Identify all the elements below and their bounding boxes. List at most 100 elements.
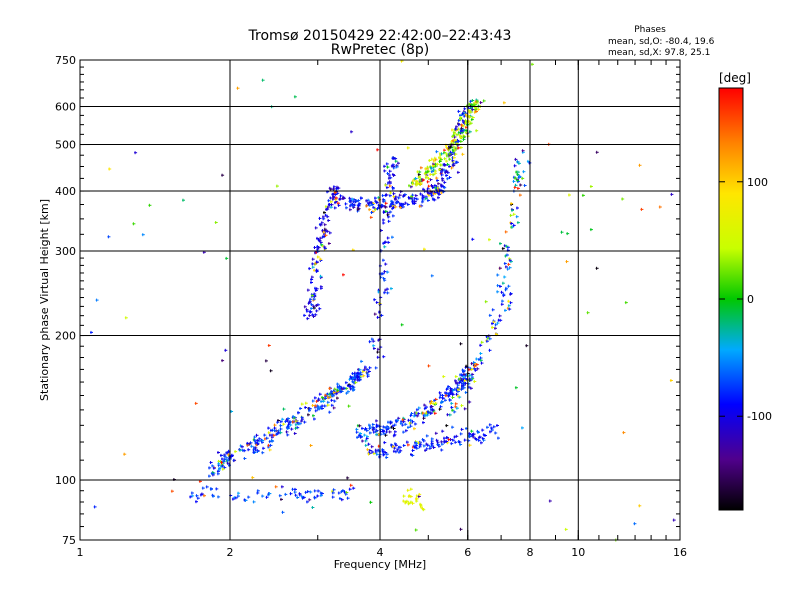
y-tick-label: 600	[55, 101, 76, 114]
data-point	[503, 101, 505, 105]
data-point	[463, 377, 465, 381]
data-point	[404, 422, 406, 426]
data-point	[509, 221, 511, 225]
data-point	[189, 495, 191, 499]
data-point	[391, 156, 393, 160]
data-point	[451, 408, 453, 412]
data-point	[475, 129, 477, 133]
data-point	[215, 221, 217, 224]
data-point	[463, 114, 465, 118]
data-point	[444, 170, 446, 174]
data-point	[639, 163, 640, 167]
y-axis-ticks: 75 100 200 300 400 500 600 750	[55, 54, 680, 547]
data-point	[485, 300, 487, 304]
data-point	[296, 421, 298, 425]
data-point	[318, 307, 320, 311]
data-point	[308, 301, 310, 305]
data-point	[412, 501, 413, 505]
data-point	[301, 495, 303, 499]
data-point	[227, 461, 229, 465]
data-point	[428, 159, 430, 162]
data-point	[377, 347, 379, 351]
data-point	[496, 273, 498, 277]
data-point	[375, 429, 377, 433]
data-point	[425, 442, 427, 446]
data-point	[455, 160, 457, 164]
data-point	[428, 364, 429, 368]
data-point	[393, 195, 395, 198]
data-point	[394, 442, 396, 446]
data-point	[286, 430, 287, 434]
data-point	[96, 298, 98, 302]
data-point	[425, 170, 427, 174]
data-point	[416, 408, 418, 412]
data-point	[436, 442, 438, 446]
data-point	[247, 495, 249, 499]
data-point	[314, 404, 316, 408]
data-point	[123, 452, 125, 456]
data-point	[427, 443, 429, 447]
data-point	[420, 505, 422, 509]
data-point	[313, 268, 315, 272]
data-point	[445, 169, 447, 173]
data-point	[425, 405, 427, 409]
data-point	[394, 430, 396, 434]
data-point	[320, 243, 322, 247]
data-point	[303, 420, 305, 424]
data-point	[455, 147, 457, 151]
data-point	[509, 266, 511, 270]
data-point	[363, 433, 365, 437]
stats-o-line: mean, sd,O: -80.4, 19.6	[608, 37, 715, 47]
data-point	[425, 411, 427, 415]
data-point	[440, 183, 442, 187]
data-point	[261, 451, 263, 455]
data-point	[466, 378, 468, 382]
data-point	[316, 236, 318, 240]
data-point	[309, 310, 311, 314]
data-point	[507, 262, 509, 266]
data-point	[445, 143, 447, 147]
y-tick-label: 750	[55, 54, 76, 67]
data-point	[431, 194, 433, 198]
data-point	[411, 200, 413, 204]
data-point	[267, 445, 269, 449]
data-point	[372, 202, 374, 205]
data-point	[385, 430, 387, 434]
data-point	[582, 193, 584, 197]
data-point	[368, 370, 370, 373]
data-point	[334, 201, 336, 205]
data-point	[382, 241, 384, 245]
data-point	[312, 399, 314, 403]
data-point	[409, 421, 411, 425]
data-point	[265, 359, 267, 363]
data-point	[329, 231, 331, 235]
data-point	[308, 300, 310, 304]
data-point	[511, 208, 513, 212]
data-point	[453, 135, 455, 139]
data-point	[415, 440, 417, 444]
data-point	[463, 137, 464, 141]
data-point	[203, 250, 205, 254]
data-point	[441, 152, 442, 156]
data-point	[269, 440, 271, 444]
data-point	[374, 312, 376, 316]
data-point	[448, 392, 450, 396]
data-point	[269, 443, 271, 447]
data-point	[383, 164, 385, 168]
data-point	[329, 203, 331, 207]
data-point	[522, 149, 524, 153]
data-point	[330, 200, 332, 204]
data-point	[349, 199, 350, 203]
data-point	[439, 396, 441, 400]
data-point	[254, 446, 256, 450]
data-point	[382, 218, 384, 222]
data-point	[217, 495, 219, 499]
data-point	[350, 203, 352, 207]
data-point	[386, 162, 388, 166]
data-point	[317, 489, 319, 493]
data-point	[210, 487, 212, 491]
data-point	[393, 446, 395, 450]
data-point	[295, 423, 297, 427]
data-point	[332, 193, 334, 196]
data-point	[446, 413, 448, 417]
